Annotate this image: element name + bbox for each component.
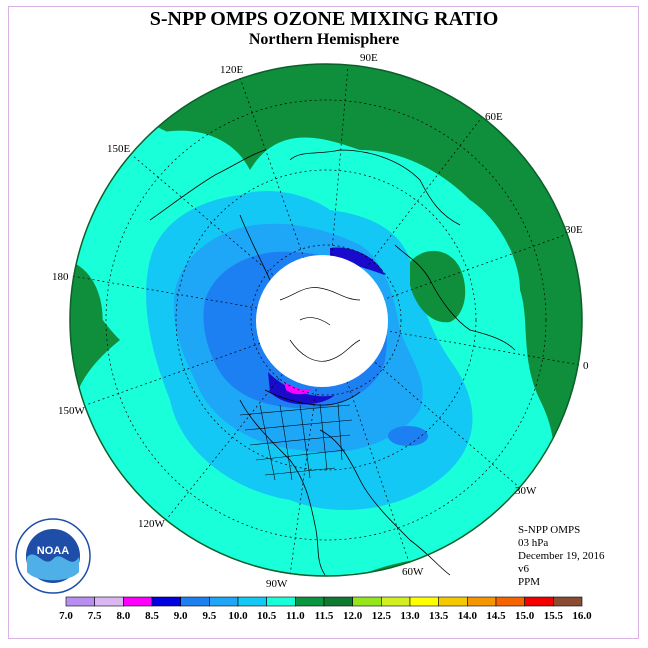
colorbar-tick-label: 12.0 [343, 610, 363, 622]
colorbar-swatch [381, 596, 411, 607]
coast-2 [289, 149, 461, 226]
colorbar: 7.0 7.5 8.0 8.5 9.0 9.5 10.0 10.5 11.0 11.5 12.0 12… [59, 596, 592, 622]
island-11-5 [410, 250, 466, 323]
colorbar-tick-label: 15.0 [515, 610, 535, 622]
lon-label-180: 180 [52, 271, 69, 283]
colorbar-swatch [209, 596, 239, 607]
colorbar-swatch [467, 596, 497, 607]
coast-3 [394, 244, 516, 351]
pole-coast-1 [279, 287, 361, 301]
lon-label-150w: 150W [58, 405, 86, 417]
pole-coastlines [279, 287, 361, 362]
colorbar-swatch [438, 596, 468, 607]
colorbar-swatch [180, 596, 210, 607]
coast-4 [239, 399, 326, 576]
longitude-labels: 90E 60E 30E 0 30W 60W 90W 120W 150W 180 … [52, 52, 589, 590]
lon-label-90w: 90W [266, 578, 288, 590]
colorbar-tick-label: 9.0 [174, 610, 188, 622]
colorbar-swatch [553, 596, 583, 607]
figure-frame [8, 6, 639, 639]
logo-wave [27, 554, 79, 581]
lon-label-60w: 60W [402, 566, 424, 578]
colorbar-tick-label: 11.0 [286, 610, 305, 622]
map-title: S-NPP OMPS OZONE MIXING RATIO [149, 8, 499, 30]
patch-9-0 [388, 426, 428, 446]
band-8-5-south [268, 372, 335, 405]
grid-lines-v [259, 403, 343, 481]
info-level: 03 hPa [518, 537, 549, 549]
lon-label-30e: 30E [565, 224, 583, 236]
us-grid [239, 403, 353, 481]
lat-circle-3 [105, 99, 547, 541]
colorbar-tick-label: 14.5 [486, 610, 506, 622]
globe-outline [69, 63, 583, 577]
lon-label-30w: 30W [515, 485, 537, 497]
colorbar-tick-label: 7.5 [88, 610, 102, 622]
colorbar-swatch [123, 596, 153, 607]
colorbar-tick-label: 12.5 [372, 610, 392, 622]
map-subtitle: Northern Hemisphere [248, 31, 400, 48]
colorbar-swatch [409, 596, 439, 607]
lon-label-0: 0 [583, 360, 589, 372]
colorbar-swatch [65, 596, 95, 607]
latitude-circles [105, 99, 547, 541]
colorbar-tick-label: 16.0 [572, 610, 592, 622]
logo-text: NOAA [37, 545, 69, 557]
colorbar-swatch [266, 596, 296, 607]
colorbar-tick-label: 9.5 [202, 610, 216, 622]
colorbar-tick-label: 10.5 [257, 610, 277, 622]
band-8-5-north [330, 247, 385, 275]
meridians [71, 65, 581, 576]
colorbar-tick-label: 13.0 [400, 610, 420, 622]
lon-label-120w: 120W [138, 518, 166, 530]
colorbar-tick-label: 7.0 [59, 610, 73, 622]
colorbar-tick-label: 8.5 [145, 610, 159, 622]
info-instrument: S-NPP OMPS [518, 524, 581, 536]
band-8-0 [284, 382, 312, 395]
lon-label-90e: 90E [360, 52, 378, 64]
colorbar-swatch [295, 596, 325, 607]
colorbar-swatch [524, 596, 554, 607]
info-date: December 19, 2016 [518, 550, 605, 562]
lon-label-60e: 60E [485, 111, 503, 123]
info-block: S-NPP OMPS 03 hPa December 19, 2016 v6 P… [518, 524, 604, 589]
colorbar-swatch [323, 596, 353, 607]
polar-mask [256, 255, 388, 387]
meridian-60w [325, 319, 411, 566]
colorbar-tick-label: 10.0 [228, 610, 248, 622]
grid-lines-h [239, 404, 353, 476]
noaa-logo: NOAA [15, 518, 91, 594]
meridian-30e [325, 234, 566, 321]
pole-coast-2 [289, 339, 361, 362]
coast-5 [264, 389, 361, 406]
info-units: PPM [518, 576, 541, 588]
colorbar-tick-label: 14.0 [458, 610, 478, 622]
lon-label-150e: 150E [107, 143, 131, 155]
colorbar-tick-label: 13.5 [429, 610, 449, 622]
colorbar-swatch [237, 596, 267, 607]
colorbar-tick-label: 8.0 [116, 610, 130, 622]
lon-label-120e: 120E [220, 64, 244, 76]
lat-circle-2 [175, 169, 477, 471]
info-version: v6 [518, 563, 529, 575]
lat-circle-1 [250, 244, 402, 396]
colorbar-swatch [495, 596, 525, 607]
coast-7 [149, 149, 266, 221]
colorbar-tick-label: 11.5 [315, 610, 334, 622]
colorbar-swatch [94, 596, 124, 607]
pole-coast-3 [299, 317, 331, 326]
colorbar-swatch [352, 596, 382, 607]
colorbar-tick-label: 15.5 [544, 610, 564, 622]
colorbar-swatch [151, 596, 181, 607]
